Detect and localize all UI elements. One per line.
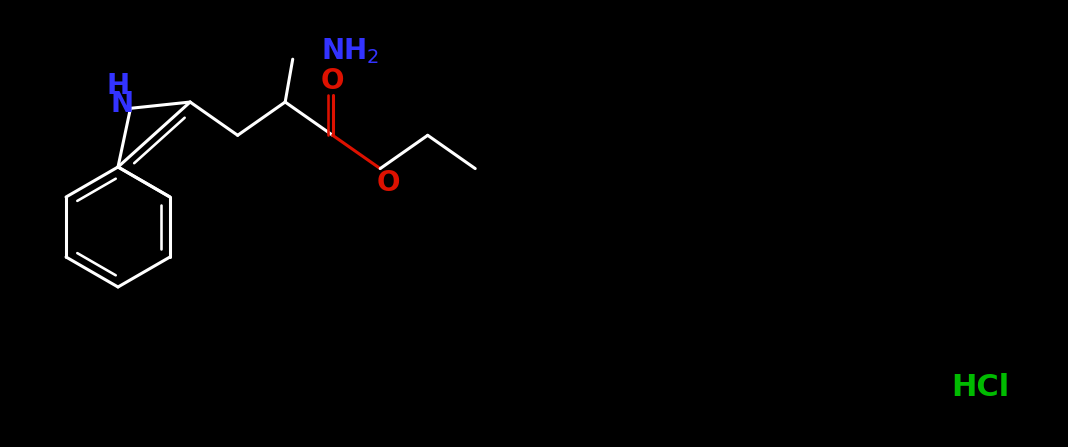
Text: H: H [107,72,130,100]
Text: NH$_2$: NH$_2$ [320,36,379,66]
Text: O: O [376,169,399,197]
Text: HCl: HCl [951,372,1009,401]
Text: O: O [320,67,344,95]
Text: N: N [111,90,135,118]
